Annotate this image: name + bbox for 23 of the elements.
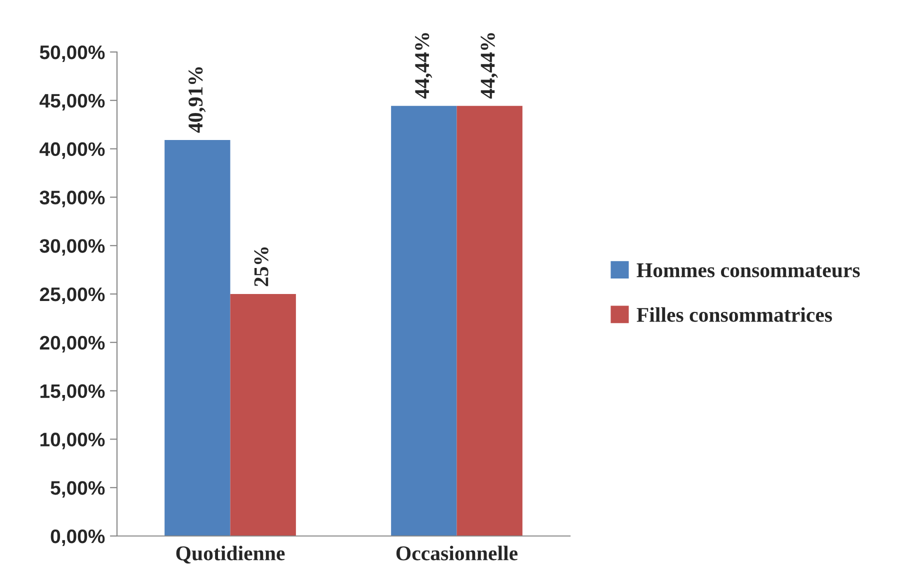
data-label: 40,91% — [188, 67, 206, 133]
x-tick-label: Occasionnelle — [396, 546, 518, 560]
bar — [164, 140, 230, 536]
y-tick-label: 0,00% — [50, 529, 105, 546]
x-tick-label: Quotidienne — [176, 546, 285, 564]
y-tick-label: 15,00% — [40, 384, 105, 401]
bar — [456, 106, 522, 536]
y-tick-label: 10,00% — [40, 432, 105, 450]
data-label: 25% — [254, 247, 268, 286]
y-tick-label: 50,00% — [40, 45, 105, 62]
data-label: 44,44% — [480, 33, 498, 99]
y-tick-label: 35,00% — [40, 190, 105, 208]
legend-label: Hommes consommateurs — [636, 263, 860, 278]
bar — [230, 294, 296, 536]
y-tick-label: 45,00% — [40, 94, 105, 110]
data-label: 44,44% — [415, 33, 432, 99]
y-tick-label: 20,00% — [40, 336, 105, 352]
y-tick-label: 5,00% — [50, 481, 105, 498]
y-tick-label: 25,00% — [40, 287, 105, 304]
legend-label: Filles consommatrices — [636, 307, 832, 322]
y-tick-label: 30,00% — [40, 239, 105, 256]
y-tick-label: 40,00% — [40, 142, 105, 159]
bar — [391, 106, 457, 536]
